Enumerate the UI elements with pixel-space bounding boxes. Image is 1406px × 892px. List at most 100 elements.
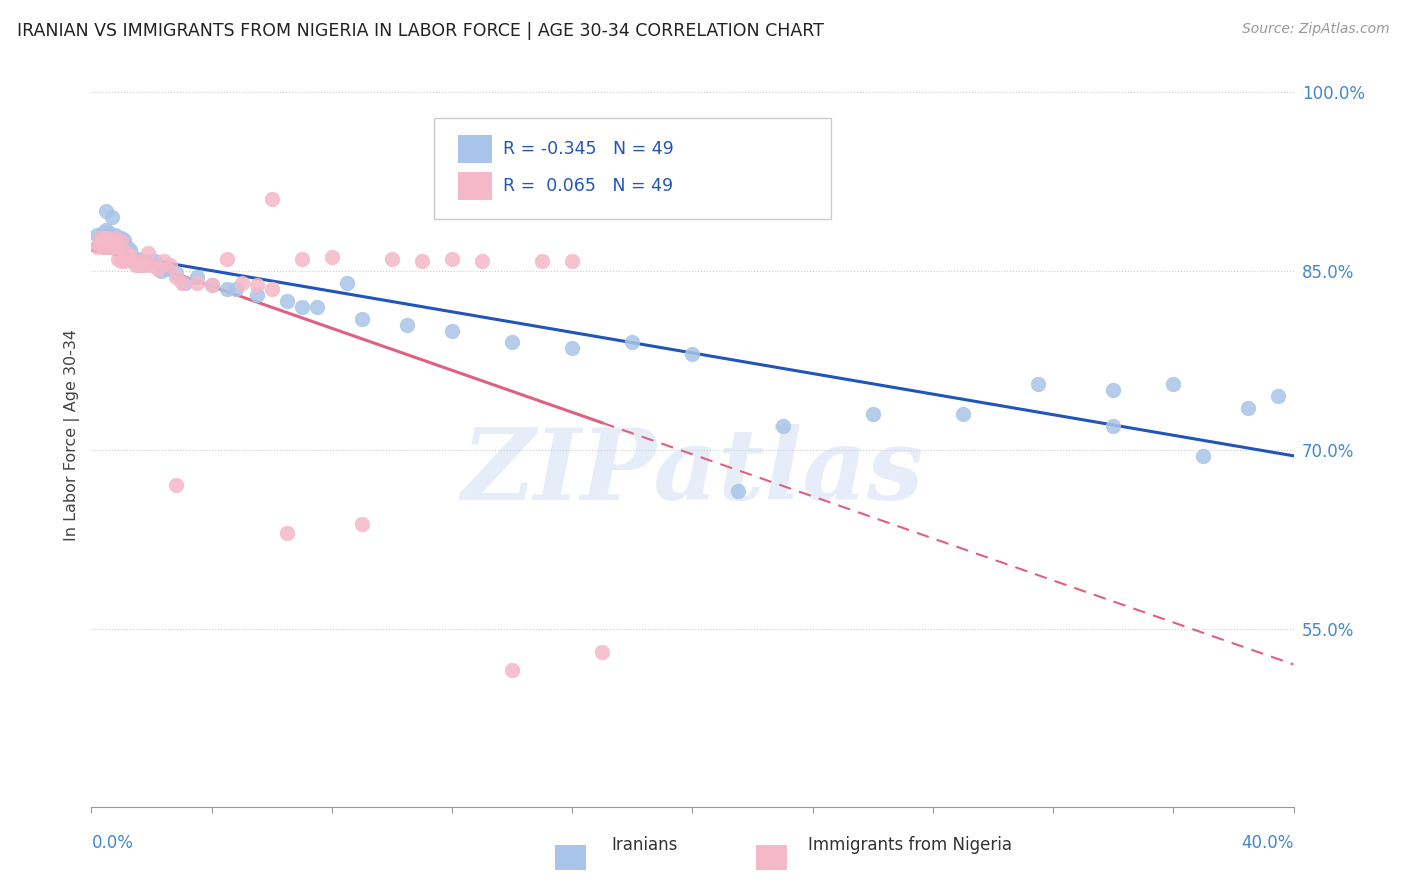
Point (1237, 401, 1260, 415)
Point (336, 276, 359, 290)
Point (110, 254, 132, 268)
Point (531, 254, 554, 268)
Point (152, 254, 174, 268)
Point (122, 252, 145, 266)
Point (173, 276, 195, 290)
Point (96, 237, 118, 252)
Point (1192, 449, 1215, 463)
Point (772, 418, 794, 433)
Point (107, 240, 129, 254)
Point (93, 240, 115, 254)
Point (170, 276, 193, 290)
Point (381, 252, 404, 266)
FancyBboxPatch shape (458, 135, 492, 163)
Point (96, 223, 118, 237)
Point (215, 252, 238, 266)
Point (107, 230, 129, 244)
Point (143, 254, 166, 268)
Point (98, 230, 121, 244)
Point (246, 288, 269, 302)
Point (621, 335, 644, 350)
Point (440, 252, 463, 266)
Point (120, 243, 142, 257)
Point (117, 246, 139, 260)
Point (159, 258, 181, 272)
Point (276, 526, 298, 541)
Point (260, 282, 283, 296)
Point (104, 228, 127, 243)
Text: 0.0%: 0.0% (91, 834, 134, 852)
Point (350, 311, 373, 326)
Point (101, 240, 124, 254)
Point (125, 258, 148, 272)
Point (186, 276, 208, 290)
Point (138, 254, 160, 268)
Text: Source: ZipAtlas.com: Source: ZipAtlas.com (1241, 22, 1389, 37)
Point (146, 261, 169, 276)
Text: Immigrants from Nigeria: Immigrants from Nigeria (808, 836, 1012, 854)
Point (101, 234, 124, 248)
Point (591, 645, 613, 659)
Point (98, 226, 121, 240)
Text: Iranians: Iranians (612, 836, 678, 854)
Point (117, 240, 139, 254)
Point (101, 234, 124, 248)
Point (225, 282, 247, 296)
Point (561, 342, 583, 356)
Point (114, 233, 136, 247)
Point (104, 240, 127, 254)
Point (128, 252, 150, 266)
Point (89, 230, 111, 244)
Point (86, 240, 108, 254)
Point (122, 254, 145, 268)
FancyBboxPatch shape (434, 119, 831, 219)
Point (107, 252, 129, 266)
Point (96, 204, 118, 219)
Point (93, 230, 115, 244)
Point (155, 261, 177, 276)
Point (727, 484, 749, 499)
Point (96, 230, 118, 244)
Point (231, 276, 253, 290)
Point (291, 252, 314, 266)
Point (131, 254, 153, 268)
Text: R =  0.065   N = 49: R = 0.065 N = 49 (502, 178, 672, 195)
Point (952, 407, 974, 421)
Point (165, 478, 187, 492)
Point (1102, 418, 1125, 433)
Text: ZIPatlas: ZIPatlas (461, 424, 924, 520)
Point (681, 347, 703, 361)
Point (114, 254, 136, 268)
Point (110, 240, 132, 254)
Point (440, 324, 463, 338)
Point (125, 254, 148, 268)
Y-axis label: In Labor Force | Age 30-34: In Labor Force | Age 30-34 (65, 329, 80, 541)
Point (120, 250, 142, 264)
Point (276, 293, 298, 308)
Point (89, 230, 111, 244)
Point (1102, 383, 1125, 397)
Point (1267, 389, 1289, 403)
Point (104, 237, 127, 252)
Point (131, 258, 153, 272)
Point (110, 230, 132, 244)
Point (141, 258, 163, 272)
Point (165, 269, 187, 284)
Text: R = -0.345   N = 49: R = -0.345 N = 49 (502, 140, 673, 158)
Point (321, 250, 343, 264)
Point (305, 300, 328, 314)
Point (186, 269, 208, 284)
Point (1026, 377, 1049, 392)
Text: 40.0%: 40.0% (1241, 834, 1294, 852)
Point (862, 407, 884, 421)
Point (246, 278, 269, 293)
Point (501, 335, 523, 350)
Point (149, 264, 172, 278)
Point (350, 516, 373, 531)
Point (128, 258, 150, 272)
Point (101, 211, 124, 225)
Point (165, 266, 187, 280)
Point (201, 278, 224, 293)
Point (138, 246, 160, 260)
Point (291, 300, 314, 314)
